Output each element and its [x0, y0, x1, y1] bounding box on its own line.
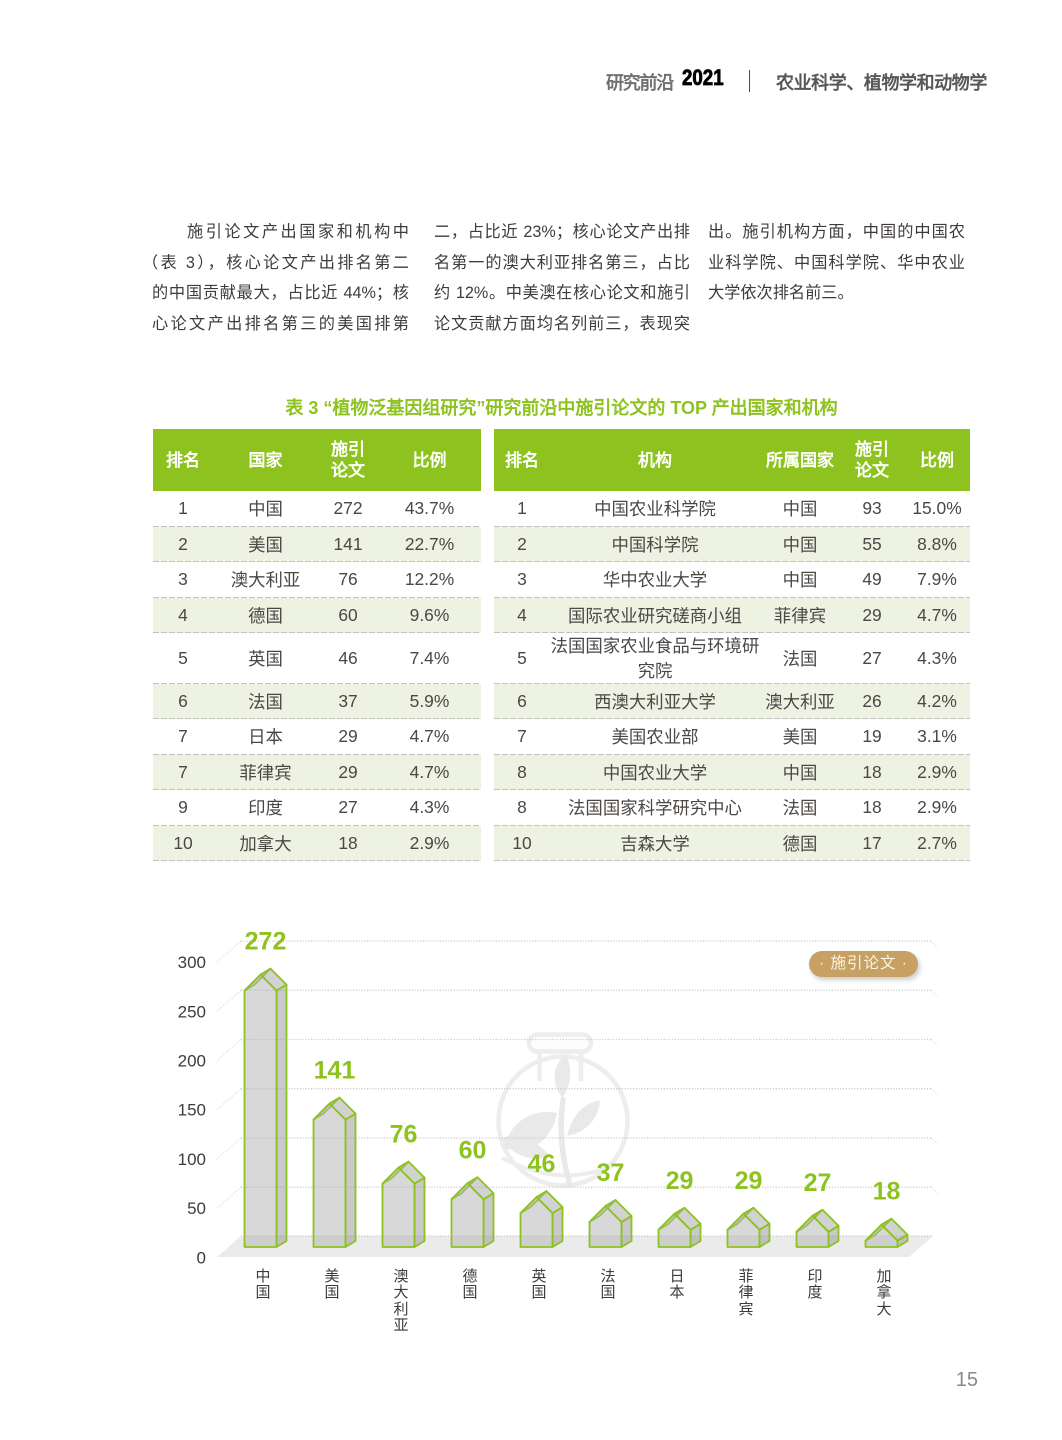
svg-text:27: 27 [804, 1169, 832, 1197]
svg-text:100: 100 [178, 1150, 206, 1169]
svg-text:29: 29 [666, 1167, 694, 1195]
svg-text:29: 29 [735, 1167, 763, 1195]
svg-text:50: 50 [187, 1199, 206, 1218]
svg-text:0: 0 [197, 1248, 206, 1267]
svg-text:60: 60 [459, 1136, 487, 1164]
svg-text:300: 300 [178, 953, 206, 972]
svg-text:150: 150 [178, 1101, 206, 1120]
svg-text:200: 200 [178, 1052, 206, 1071]
svg-text:250: 250 [178, 1002, 206, 1021]
svg-text:272: 272 [245, 928, 287, 956]
svg-text:141: 141 [314, 1057, 356, 1085]
svg-text:37: 37 [597, 1159, 625, 1187]
svg-text:76: 76 [390, 1121, 418, 1149]
svg-text:46: 46 [528, 1150, 556, 1178]
svg-text:18: 18 [873, 1178, 901, 1206]
